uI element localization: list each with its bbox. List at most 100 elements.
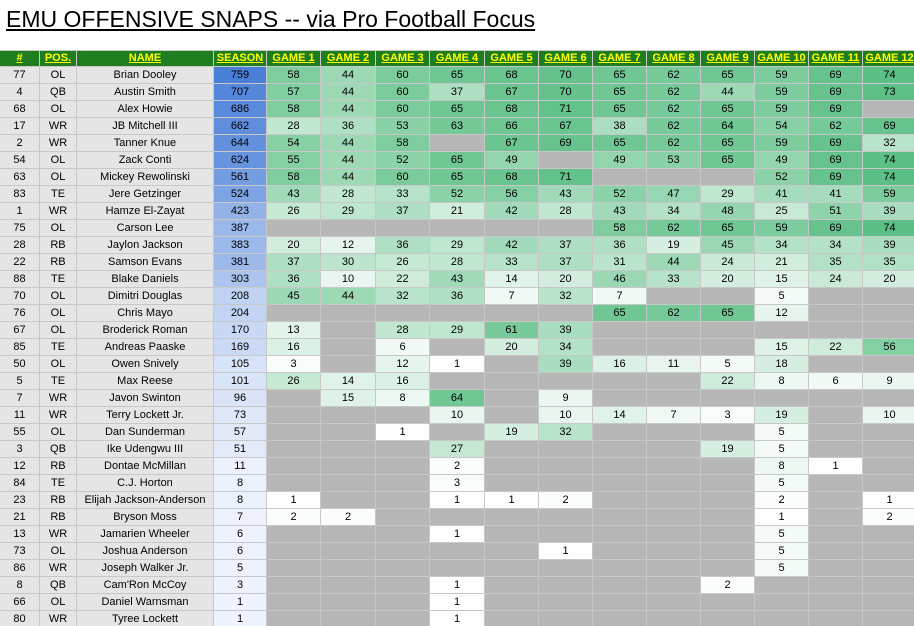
game-snaps <box>593 560 647 577</box>
game-snaps <box>809 560 863 577</box>
game-snaps <box>701 594 755 611</box>
game-snaps <box>809 526 863 543</box>
game-snaps: 59 <box>755 220 809 237</box>
game-snaps <box>267 407 321 424</box>
game-snaps <box>593 594 647 611</box>
header-game-2: GAME 2 <box>321 51 376 67</box>
player-number: 67 <box>0 322 40 339</box>
game-snaps <box>321 441 376 458</box>
player-season-total: 8 <box>214 475 267 492</box>
game-snaps: 62 <box>647 135 701 152</box>
game-snaps <box>485 475 539 492</box>
game-snaps <box>863 543 914 560</box>
game-snaps <box>701 424 755 441</box>
player-name: Joshua Anderson <box>77 543 214 560</box>
game-snaps: 69 <box>809 84 863 101</box>
game-snaps: 1 <box>863 492 914 509</box>
game-snaps: 62 <box>647 118 701 135</box>
game-snaps: 3 <box>430 475 485 492</box>
game-snaps <box>267 458 321 475</box>
game-snaps <box>647 288 701 305</box>
game-snaps <box>539 152 593 169</box>
game-snaps: 65 <box>593 305 647 322</box>
game-snaps: 37 <box>430 84 485 101</box>
game-snaps: 15 <box>755 271 809 288</box>
game-snaps <box>267 526 321 543</box>
game-snaps: 28 <box>430 254 485 271</box>
game-snaps: 58 <box>267 169 321 186</box>
player-name: Bryson Moss <box>77 509 214 526</box>
game-snaps <box>376 220 430 237</box>
game-snaps <box>809 441 863 458</box>
player-name: Dan Sunderman <box>77 424 214 441</box>
game-snaps: 37 <box>539 237 593 254</box>
player-season-total: 11 <box>214 458 267 475</box>
game-snaps: 29 <box>430 237 485 254</box>
player-position: OL <box>40 322 77 339</box>
game-snaps <box>321 322 376 339</box>
game-snaps: 37 <box>539 254 593 271</box>
player-position: WR <box>40 560 77 577</box>
player-position: RB <box>40 509 77 526</box>
game-snaps: 39 <box>539 322 593 339</box>
player-number: 68 <box>0 101 40 118</box>
game-snaps <box>863 611 914 626</box>
game-snaps <box>485 356 539 373</box>
game-snaps <box>485 407 539 424</box>
game-snaps: 32 <box>863 135 914 152</box>
player-season-total: 759 <box>214 67 267 84</box>
player-season-total: 73 <box>214 407 267 424</box>
player-season-total: 208 <box>214 288 267 305</box>
player-position: WR <box>40 118 77 135</box>
player-name: Dontae McMillan <box>77 458 214 475</box>
player-name: Brian Dooley <box>77 67 214 84</box>
game-snaps <box>485 594 539 611</box>
game-snaps <box>539 577 593 594</box>
player-season-total: 387 <box>214 220 267 237</box>
game-snaps: 26 <box>267 203 321 220</box>
game-snaps <box>376 543 430 560</box>
game-snaps <box>485 390 539 407</box>
game-snaps: 69 <box>809 135 863 152</box>
game-snaps: 41 <box>809 186 863 203</box>
player-season-total: 1 <box>214 611 267 626</box>
game-snaps <box>863 441 914 458</box>
player-season-total: 6 <box>214 526 267 543</box>
game-snaps <box>809 407 863 424</box>
player-name: Dimitri Douglas <box>77 288 214 305</box>
player-position: OL <box>40 101 77 118</box>
game-snaps <box>430 424 485 441</box>
game-snaps <box>809 424 863 441</box>
game-snaps: 61 <box>485 322 539 339</box>
game-snaps <box>321 560 376 577</box>
game-snaps <box>539 475 593 492</box>
player-position: OL <box>40 288 77 305</box>
player-name: Jaylon Jackson <box>77 237 214 254</box>
game-snaps: 65 <box>701 305 755 322</box>
game-snaps <box>376 560 430 577</box>
game-snaps: 3 <box>267 356 321 373</box>
player-number: 70 <box>0 288 40 305</box>
player-name: C.J. Horton <box>77 475 214 492</box>
game-snaps <box>539 458 593 475</box>
game-snaps: 21 <box>755 254 809 271</box>
game-snaps: 41 <box>755 186 809 203</box>
player-position: TE <box>40 475 77 492</box>
game-snaps <box>539 594 593 611</box>
game-snaps <box>593 475 647 492</box>
game-snaps: 1 <box>755 509 809 526</box>
player-name: Daniel Warnsman <box>77 594 214 611</box>
game-snaps: 5 <box>755 288 809 305</box>
game-snaps: 44 <box>321 288 376 305</box>
game-snaps <box>863 526 914 543</box>
game-snaps <box>593 492 647 509</box>
game-snaps <box>809 356 863 373</box>
game-snaps <box>701 169 755 186</box>
game-snaps <box>485 560 539 577</box>
game-snaps: 12 <box>755 305 809 322</box>
game-snaps: 69 <box>809 101 863 118</box>
game-snaps <box>647 390 701 407</box>
player-position: RB <box>40 254 77 271</box>
game-snaps: 8 <box>376 390 430 407</box>
player-season-total: 303 <box>214 271 267 288</box>
